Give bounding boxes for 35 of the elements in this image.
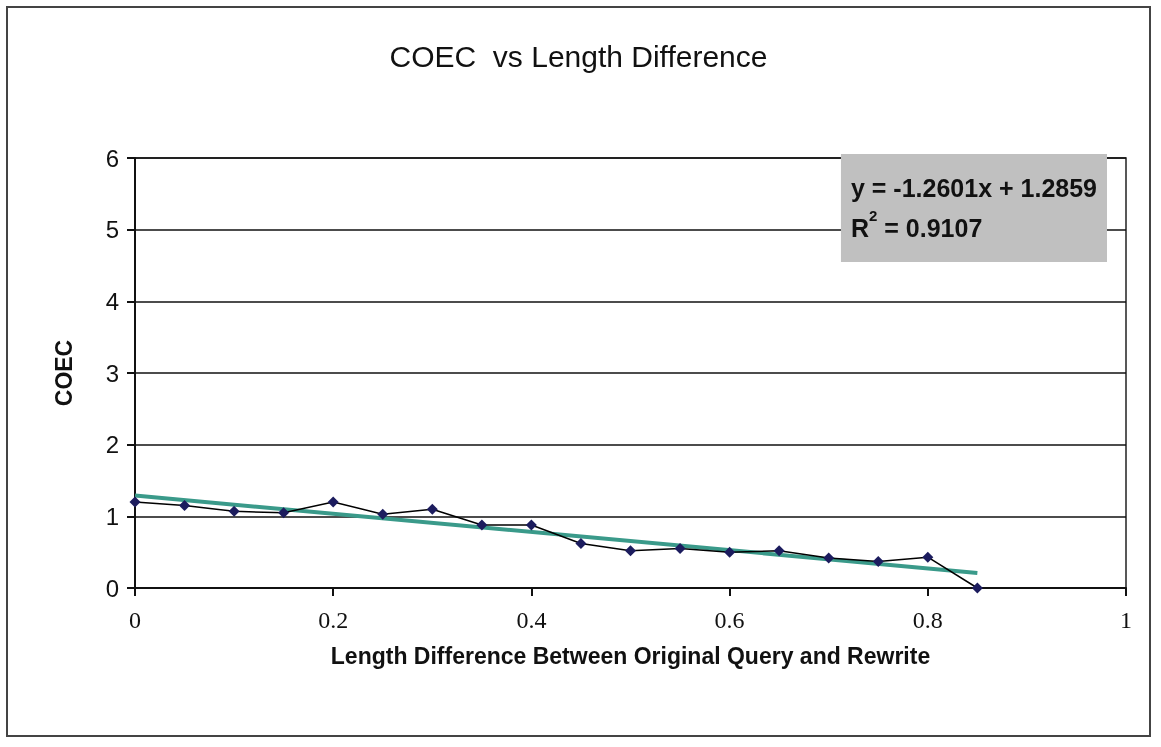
annotation: y = -1.2601x + 1.2859 [850, 174, 1097, 202]
point [377, 508, 389, 520]
chart-title: COEC vs Length Difference [389, 39, 768, 73]
x-tick-label: 0.8 [912, 607, 943, 633]
x-tick-label: 0.4 [516, 607, 547, 633]
x-tick-label: 1 [1120, 607, 1132, 633]
point [179, 500, 191, 512]
x-tick-label: 0.2 [318, 607, 349, 633]
y-tick-label: 2 [105, 431, 119, 459]
x-tick-label: 0 [129, 607, 141, 633]
y-tick-label: 1 [105, 502, 119, 530]
point [674, 543, 686, 555]
point [823, 552, 835, 564]
y-tick-label: 3 [105, 359, 119, 387]
point [525, 519, 537, 531]
point [129, 496, 141, 508]
point [278, 507, 290, 519]
point [426, 503, 438, 515]
x-tick-label: 0.6 [714, 607, 745, 633]
point [971, 582, 983, 594]
point [724, 546, 736, 558]
point [575, 538, 587, 550]
y-tick-label: 5 [105, 216, 119, 244]
y-tick-label: 6 [105, 144, 119, 172]
point [773, 545, 785, 557]
y-tick-label: 0 [105, 574, 119, 602]
point [922, 551, 934, 563]
point [327, 496, 339, 508]
point [228, 505, 240, 517]
point [625, 545, 636, 557]
x-axis-title: Length Difference Between Original Query and Rewrite [330, 642, 931, 669]
point [872, 555, 884, 567]
y-tick-label: 4 [105, 287, 119, 315]
point [476, 519, 488, 531]
y-axis-title: COEC [50, 339, 77, 407]
